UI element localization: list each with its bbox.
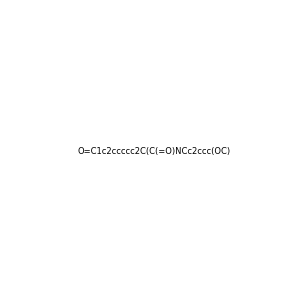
- Text: O=C1c2ccccc2C(C(=O)NCc2ccc(OC): O=C1c2ccccc2C(C(=O)NCc2ccc(OC): [77, 147, 230, 156]
